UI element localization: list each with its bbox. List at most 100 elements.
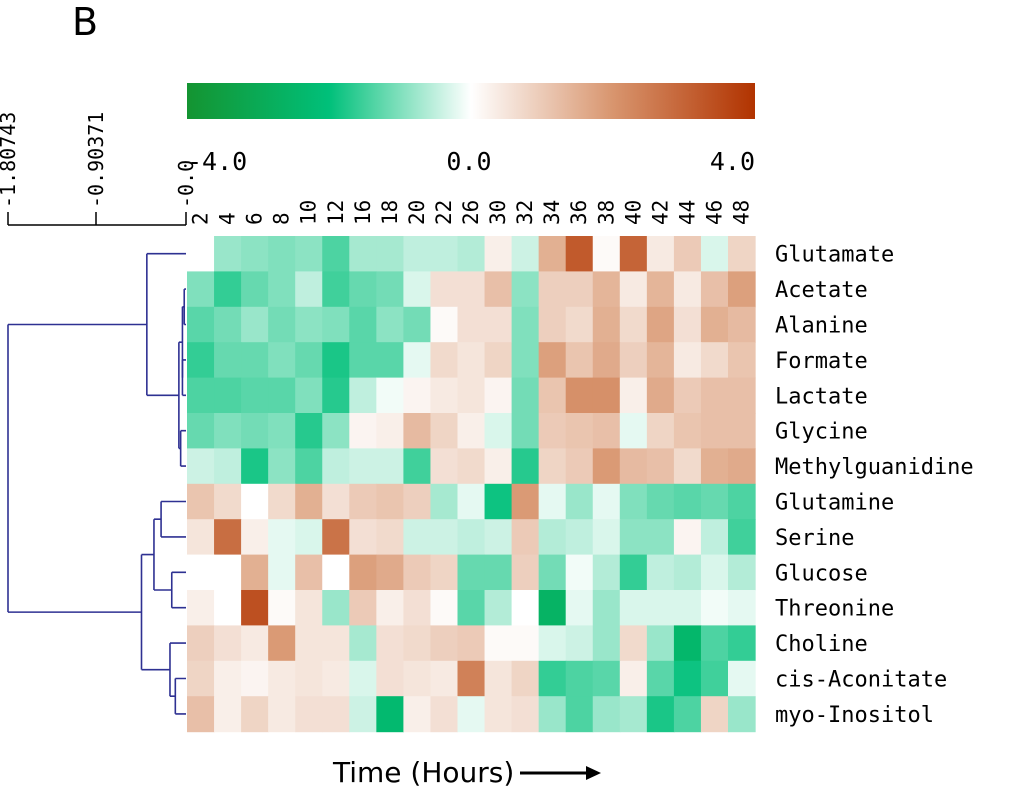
heatmap-cell — [376, 696, 404, 733]
heatmap-cell — [484, 554, 513, 591]
column-label: 30 — [486, 200, 510, 225]
heatmap-cell — [511, 306, 540, 343]
heatmap-cell — [214, 342, 242, 379]
column-label: 4 — [216, 212, 240, 225]
heatmap-cell — [322, 519, 350, 556]
heatmap-cell — [241, 696, 269, 733]
heatmap-cell — [376, 554, 404, 591]
heatmap-cell — [673, 413, 702, 449]
heatmap-cell — [700, 342, 729, 379]
heatmap-cell — [430, 590, 459, 626]
heatmap-cell — [214, 306, 242, 343]
panel-label: B — [72, 0, 99, 44]
heatmap-cell — [403, 554, 432, 591]
heatmap-cell — [619, 271, 648, 308]
heatmap-cell — [592, 483, 621, 520]
heatmap-cell — [430, 342, 459, 379]
heatmap-cell — [673, 625, 702, 662]
heatmap-cell — [214, 625, 242, 662]
heatmap-cell — [295, 413, 323, 449]
heatmap-cell — [728, 696, 756, 733]
heatmap-cell — [322, 660, 350, 697]
heatmap-cell — [646, 413, 675, 449]
heatmap-cell — [187, 377, 215, 414]
heatmap-cell — [295, 236, 323, 272]
row-label: Formate — [775, 349, 868, 374]
heatmap-cell — [295, 554, 323, 591]
heatmap-cell — [728, 377, 756, 414]
column-label: 38 — [594, 200, 618, 225]
heatmap-cell — [728, 483, 756, 520]
heatmap-cell — [619, 342, 648, 379]
heatmap-cell — [376, 448, 404, 485]
heatmap-cell — [673, 377, 702, 414]
heatmap-cell — [241, 554, 269, 591]
heatmap-cell — [592, 554, 621, 591]
heatmap-cell — [457, 660, 486, 697]
heatmap-cell — [214, 483, 242, 520]
heatmap-cell — [457, 306, 486, 343]
heatmap-cell — [349, 590, 377, 626]
heatmap-cell — [619, 377, 648, 414]
heatmap-cell — [511, 519, 540, 556]
heatmap-cell — [484, 377, 513, 414]
heatmap-cell — [241, 590, 269, 626]
heatmap-cell — [565, 519, 594, 556]
heatmap-cell — [484, 483, 513, 520]
heatmap-cell — [592, 448, 621, 485]
heatmap-cell — [214, 554, 242, 591]
heatmap-cell — [511, 483, 540, 520]
heatmap-cell — [268, 554, 296, 591]
heatmap-cell — [619, 236, 648, 272]
heatmap-cell — [511, 271, 540, 308]
heatmap-cell — [187, 342, 215, 379]
heatmap-cell — [565, 306, 594, 343]
heatmap-cell — [349, 271, 377, 308]
row-label: Alanine — [775, 314, 868, 339]
row-label: cis-Aconitate — [775, 668, 947, 693]
heatmap-cell — [322, 625, 350, 662]
heatmap-cell — [457, 625, 486, 662]
heatmap-cell — [376, 236, 404, 272]
heatmap-cell — [403, 660, 432, 697]
color-scale-label: 4.0 — [710, 147, 755, 176]
heatmap-cell — [268, 342, 296, 379]
heatmap-cell — [700, 660, 729, 697]
heatmap-cell — [673, 306, 702, 343]
heatmap-cell — [322, 377, 350, 414]
heatmap-cell — [700, 590, 729, 626]
heatmap-cell — [646, 448, 675, 485]
heatmap-cells — [187, 236, 756, 733]
heatmap-cell — [538, 271, 567, 308]
heatmap-cell — [214, 377, 242, 414]
heatmap-cell — [511, 696, 540, 733]
column-label: 44 — [675, 200, 699, 225]
heatmap-cell — [376, 413, 404, 449]
heatmap-cell — [565, 696, 594, 733]
heatmap-cell — [187, 590, 215, 626]
heatmap-cell — [728, 413, 756, 449]
heatmap-cell — [673, 342, 702, 379]
heatmap-cell — [673, 483, 702, 520]
dendrogram-scale-label: -0.0 — [174, 160, 198, 208]
heatmap-cell — [619, 554, 648, 591]
heatmap-cell — [322, 448, 350, 485]
heatmap-cell — [457, 519, 486, 556]
heatmap-cell — [592, 590, 621, 626]
heatmap-cell — [592, 660, 621, 697]
heatmap-cell — [728, 342, 756, 379]
heatmap-cell — [349, 696, 377, 733]
heatmap-cell — [646, 271, 675, 308]
heatmap-cell — [484, 660, 513, 697]
column-label: 26 — [459, 200, 483, 225]
row-label: Glycine — [775, 420, 868, 445]
heatmap-cell — [241, 377, 269, 414]
heatmap-cell — [322, 413, 350, 449]
heatmap-cell — [619, 590, 648, 626]
heatmap-cell — [646, 554, 675, 591]
heatmap-cell — [376, 519, 404, 556]
heatmap-cell — [430, 306, 459, 343]
heatmap-cell — [673, 590, 702, 626]
heatmap-cell — [673, 448, 702, 485]
heatmap-cell — [268, 696, 296, 733]
